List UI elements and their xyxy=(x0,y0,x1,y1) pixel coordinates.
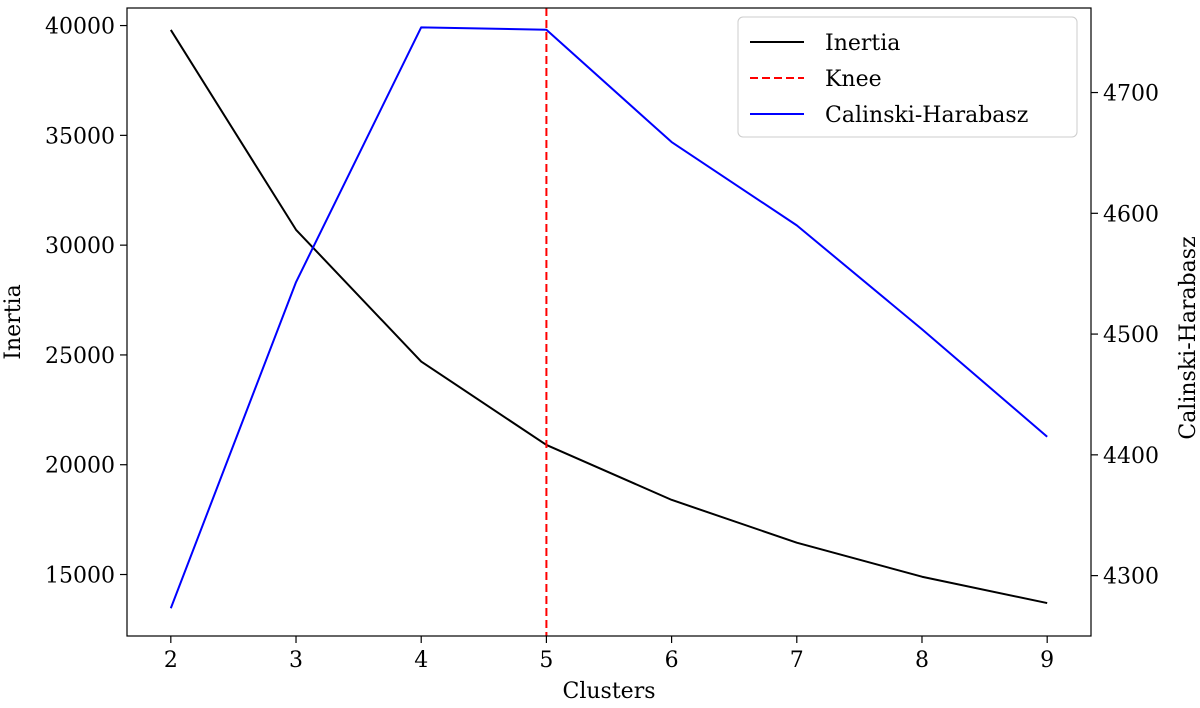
right-y-axis: 4300 4400 4500 4600 4700 xyxy=(1091,82,1159,590)
x-tick-label: 7 xyxy=(790,648,804,673)
right-y-tick-label: 4700 xyxy=(1103,82,1159,107)
right-y-axis-title: Calinski-Harabasz xyxy=(1176,236,1200,439)
x-axis: 2 3 4 5 6 7 8 9 xyxy=(164,636,1054,673)
right-y-tick-label: 4300 xyxy=(1103,565,1159,590)
legend-box xyxy=(737,16,1078,138)
left-y-tick-label: 20000 xyxy=(45,454,115,479)
left-y-tick-label: 40000 xyxy=(45,15,115,40)
x-tick-label: 2 xyxy=(164,648,178,673)
legend-label: Calinski-Harabasz xyxy=(825,103,1028,128)
right-y-tick-label: 4400 xyxy=(1103,444,1159,469)
x-tick-label: 6 xyxy=(665,648,679,673)
x-tick-label: 3 xyxy=(289,648,303,673)
calinski-harabasz-line xyxy=(169,26,1048,609)
plot-area xyxy=(169,8,1048,636)
left-y-tick-label: 15000 xyxy=(45,564,115,589)
legend: Inertia Knee Calinski-Harabasz xyxy=(737,16,1078,138)
x-tick-label: 9 xyxy=(1040,648,1054,673)
x-tick-label: 4 xyxy=(414,648,428,673)
right-y-tick-label: 4600 xyxy=(1103,202,1159,227)
left-y-tick-label: 25000 xyxy=(45,344,115,369)
right-y-tick-label: 4500 xyxy=(1103,323,1159,348)
inertia-line xyxy=(169,29,1048,605)
legend-label: Knee xyxy=(825,67,882,92)
left-y-axis: 15000 20000 25000 30000 35000 40000 xyxy=(45,15,127,589)
x-tick-label: 8 xyxy=(915,648,929,673)
left-y-tick-label: 35000 xyxy=(45,124,115,149)
x-tick-label: 5 xyxy=(539,648,553,673)
plot-frame xyxy=(126,7,1092,637)
left-y-tick-label: 30000 xyxy=(45,234,115,259)
left-y-axis-title: Inertia xyxy=(1,284,26,359)
x-axis-title: Clusters xyxy=(563,679,656,704)
legend-label: Inertia xyxy=(825,31,900,56)
